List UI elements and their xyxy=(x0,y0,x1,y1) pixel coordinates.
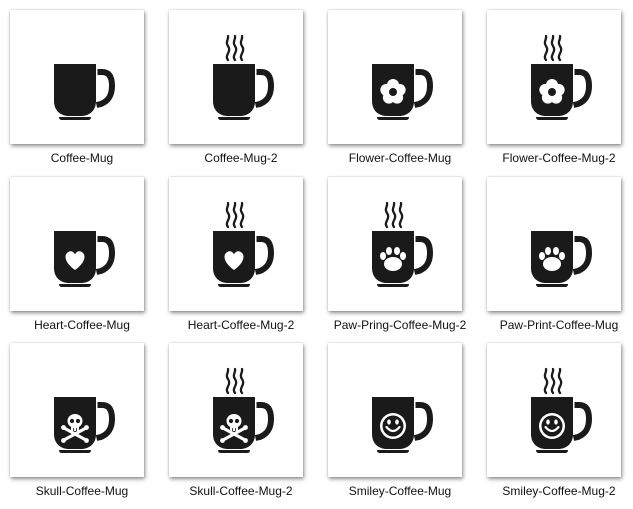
thumbnail xyxy=(487,10,621,144)
thumbnail xyxy=(328,343,462,477)
skull-crossbones-icon xyxy=(61,414,89,443)
file-name: Coffee-Mug-2 xyxy=(204,151,278,165)
thumbnail xyxy=(328,177,462,311)
file-name: Coffee-Mug xyxy=(50,151,114,165)
steam-icon xyxy=(225,367,245,395)
thumbnail xyxy=(328,10,462,144)
file-item[interactable]: Paw-Pring-Coffee-Mug-2 xyxy=(320,167,480,332)
skull-crossbones-icon xyxy=(220,414,248,443)
file-item[interactable]: Skull-Coffee-Mug-2 xyxy=(161,333,321,498)
paw-print-icon xyxy=(380,247,406,271)
coffee-mug-icon xyxy=(54,397,115,453)
file-name: Smiley-Coffee-Mug-2 xyxy=(502,484,616,498)
thumbnail xyxy=(169,10,303,144)
file-item[interactable]: Paw-Print-Coffee-Mug xyxy=(479,167,633,332)
steam-icon xyxy=(543,367,563,395)
file-name: Smiley-Coffee-Mug xyxy=(348,484,452,498)
coffee-mug-icon xyxy=(372,231,433,287)
coffee-mug-icon xyxy=(213,397,274,453)
file-name: Heart-Coffee-Mug xyxy=(34,318,130,332)
steam-icon xyxy=(543,34,563,62)
smiley-icon xyxy=(539,413,565,439)
heart-icon xyxy=(65,251,85,270)
coffee-mug-icon xyxy=(213,64,274,120)
coffee-mug-icon xyxy=(54,64,115,120)
file-item[interactable]: Skull-Coffee-Mug xyxy=(2,333,162,498)
steam-icon xyxy=(225,34,245,62)
file-name: Skull-Coffee-Mug xyxy=(35,484,129,498)
coffee-mug-icon xyxy=(531,231,592,287)
thumbnail xyxy=(169,177,303,311)
file-item[interactable]: Smiley-Coffee-Mug xyxy=(320,333,480,498)
file-name: Skull-Coffee-Mug-2 xyxy=(189,484,293,498)
thumbnail xyxy=(487,343,621,477)
file-name: Heart-Coffee-Mug-2 xyxy=(187,318,295,332)
smiley-icon xyxy=(380,413,406,439)
flower-icon xyxy=(539,79,565,104)
thumbnail xyxy=(487,177,621,311)
thumbnail xyxy=(10,343,144,477)
file-item[interactable]: Flower-Coffee-Mug-2 xyxy=(479,0,633,165)
thumbnail xyxy=(10,177,144,311)
file-name: Paw-Pring-Coffee-Mug-2 xyxy=(333,318,467,332)
file-name: Paw-Print-Coffee-Mug xyxy=(499,318,619,332)
file-item[interactable]: Flower-Coffee-Mug xyxy=(320,0,480,165)
file-name: Flower-Coffee-Mug-2 xyxy=(502,151,616,165)
file-item[interactable]: Coffee-Mug xyxy=(2,0,162,165)
thumbnail xyxy=(10,10,144,144)
file-item[interactable]: Coffee-Mug-2 xyxy=(161,0,321,165)
thumbnail xyxy=(169,343,303,477)
steam-icon xyxy=(225,201,245,229)
file-item[interactable]: Heart-Coffee-Mug xyxy=(2,167,162,332)
file-name: Flower-Coffee-Mug xyxy=(348,151,452,165)
flower-icon xyxy=(380,79,406,104)
steam-icon xyxy=(384,201,404,229)
file-item[interactable]: Smiley-Coffee-Mug-2 xyxy=(479,333,633,498)
heart-icon xyxy=(224,251,244,270)
file-item[interactable]: Heart-Coffee-Mug-2 xyxy=(161,167,321,332)
paw-print-icon xyxy=(539,247,565,271)
